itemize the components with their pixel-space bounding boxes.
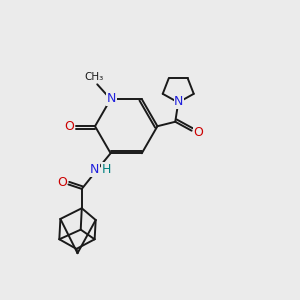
Text: N: N: [106, 92, 116, 105]
Text: H: H: [102, 163, 111, 176]
Text: O: O: [57, 176, 67, 190]
Text: O: O: [64, 120, 74, 133]
Text: O: O: [193, 126, 203, 139]
Text: N: N: [174, 95, 184, 108]
Text: N: N: [90, 163, 100, 176]
Text: CH₃: CH₃: [84, 72, 103, 82]
